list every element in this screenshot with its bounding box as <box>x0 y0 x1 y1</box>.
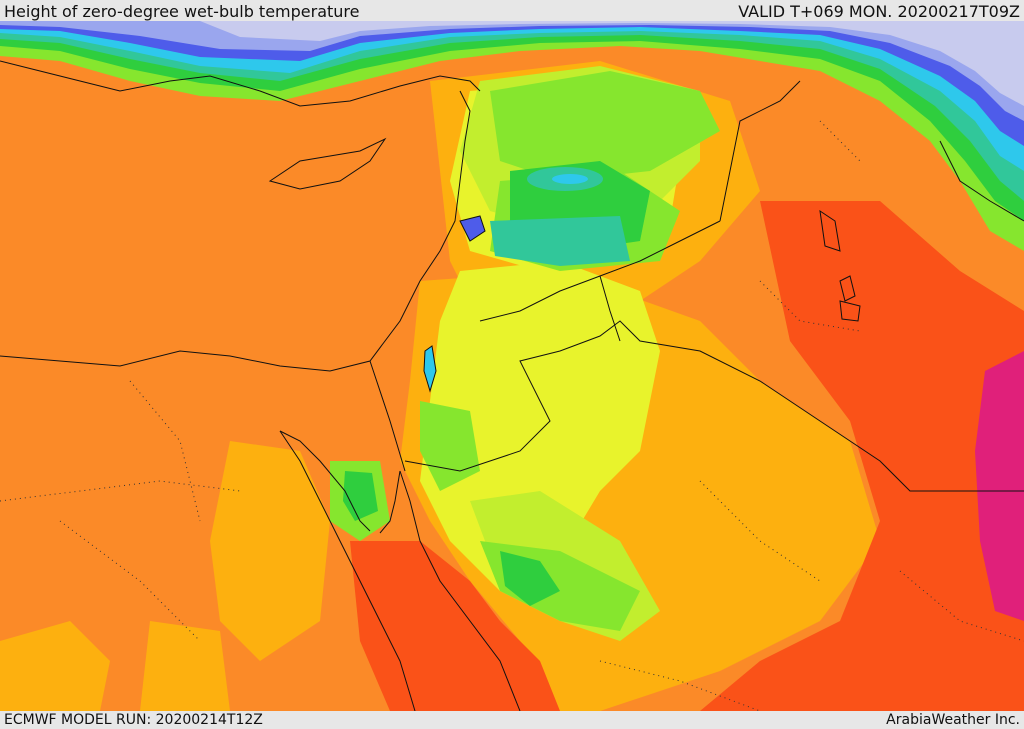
amber-s <box>140 621 230 711</box>
valid-time-label: VALID T+069 MON. 20200217T09Z <box>738 2 1020 21</box>
sea-of-galilee <box>459 215 486 242</box>
weather-map <box>0 21 1024 711</box>
cyprus-island <box>268 137 387 190</box>
cold-band-blue <box>0 21 1024 146</box>
hot-spot <box>975 351 1024 621</box>
green-dark-sinai <box>343 471 378 521</box>
red-sea-coast-east <box>399 470 521 711</box>
warm-east <box>700 201 1024 711</box>
cold-band-periwinkle <box>0 21 1024 121</box>
green-north <box>490 71 720 181</box>
teal-core <box>490 216 630 266</box>
yellow-band <box>420 261 660 621</box>
green-jordan <box>420 401 480 491</box>
map-area[interactable] <box>0 21 1024 711</box>
amber-w <box>0 621 110 711</box>
turkey-coast <box>0 60 481 107</box>
gulf-of-aqaba <box>379 470 401 534</box>
red-sea-coast-west <box>279 430 416 711</box>
dotted-boundaries <box>0 120 1024 711</box>
model-run-label: ECMWF MODEL RUN: 20200214T12Z <box>4 712 263 728</box>
credit-label: ArabiaWeather Inc. <box>886 712 1020 728</box>
map-title: Height of zero-degree wet-bulb temperatu… <box>4 2 360 21</box>
gulf-islands <box>819 209 861 322</box>
cold-band-lavender <box>200 21 1024 106</box>
mediterranean-coast <box>0 90 471 372</box>
gulf-of-suez <box>279 430 371 532</box>
dead-sea <box>423 345 437 393</box>
top-bar: Height of zero-degree wet-bulb temperatu… <box>0 0 1024 21</box>
amber-sw <box>210 441 330 661</box>
green-dark-saudi <box>500 551 560 606</box>
cyan-spot <box>552 174 588 184</box>
border-lines <box>369 80 1024 492</box>
bottom-bar: ECMWF MODEL RUN: 20200214T12Z ArabiaWeat… <box>0 711 1024 729</box>
gulf-coast <box>939 140 1024 222</box>
